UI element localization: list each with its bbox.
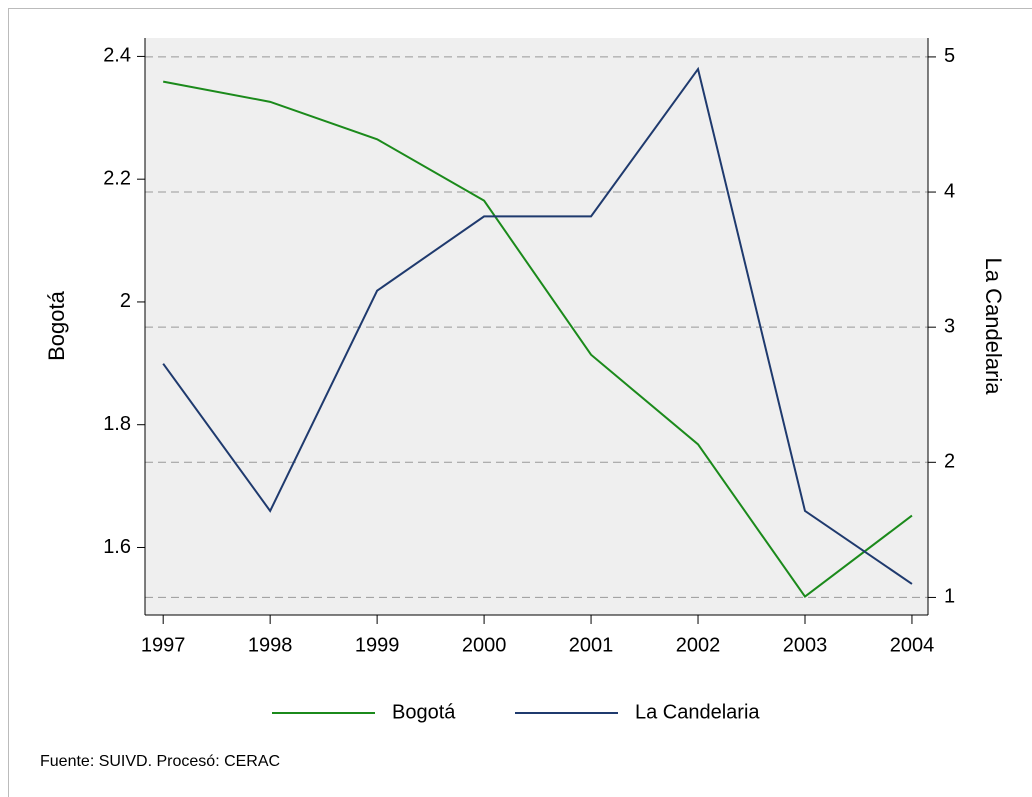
y2-tick-label: 1 [944,586,955,608]
x-tick-label: 2001 [569,634,614,656]
x-tick-label: 2003 [783,634,828,656]
plot-area [145,38,928,615]
x-tick-label: 1998 [248,634,293,656]
y2-tick-label: 4 [944,180,955,202]
y-tick-label: 2.2 [103,167,131,189]
x-tick-label: 2004 [890,634,935,656]
series-line [162,66,913,585]
x-tick-label: 2000 [462,634,507,656]
y-tick-label: 1.8 [103,413,131,435]
y2-axis-title: La Candelaria [981,258,1006,396]
legend-label: Bogotá [392,701,456,723]
x-tick-label: 2002 [676,634,721,656]
x-tick-label: 1997 [141,634,186,656]
y2-tick-label: 3 [944,315,955,337]
y-tick-label: 2.4 [103,45,131,67]
y-axis-title: Bogotá [44,290,69,360]
source-note: Fuente: SUIVD. Procesó: CERAC [40,753,280,770]
series-line [162,80,913,599]
y2-tick-label: 5 [944,45,955,67]
y-tick-label: 2 [120,290,131,312]
y-tick-label: 1.6 [103,536,131,558]
x-tick-label: 1999 [355,634,400,656]
legend-label: La Candelaria [635,701,760,723]
y2-tick-label: 2 [944,451,955,473]
